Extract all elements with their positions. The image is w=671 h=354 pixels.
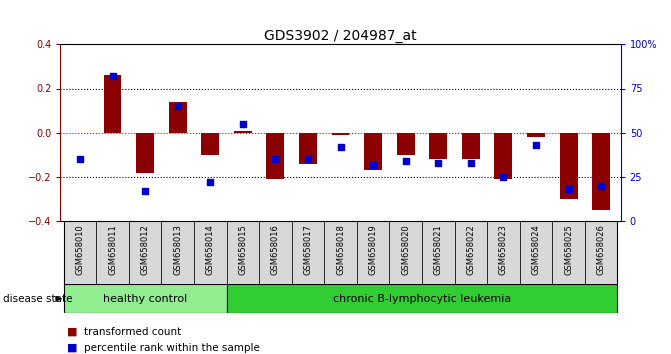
Text: GSM658021: GSM658021 bbox=[433, 224, 443, 275]
Bar bbox=[429, 133, 447, 159]
Title: GDS3902 / 204987_at: GDS3902 / 204987_at bbox=[264, 29, 417, 43]
Text: GSM658017: GSM658017 bbox=[303, 224, 313, 275]
Bar bbox=[201, 133, 219, 155]
Bar bbox=[397, 133, 415, 155]
Bar bbox=[592, 133, 610, 210]
Bar bbox=[129, 221, 161, 285]
Bar bbox=[422, 221, 454, 285]
Text: GSM658024: GSM658024 bbox=[531, 224, 540, 275]
Text: GSM658010: GSM658010 bbox=[75, 224, 85, 275]
Text: GSM658025: GSM658025 bbox=[564, 224, 573, 275]
Point bbox=[238, 121, 248, 127]
Text: transformed count: transformed count bbox=[84, 327, 181, 337]
Bar bbox=[64, 221, 96, 285]
Point bbox=[74, 156, 85, 162]
Point bbox=[466, 160, 476, 166]
Text: GSM658026: GSM658026 bbox=[597, 224, 606, 275]
Bar bbox=[227, 284, 617, 313]
Text: GSM658016: GSM658016 bbox=[271, 224, 280, 275]
Point bbox=[368, 162, 378, 167]
Point bbox=[303, 156, 313, 162]
Text: GSM658012: GSM658012 bbox=[141, 224, 150, 275]
Text: GSM658020: GSM658020 bbox=[401, 224, 410, 275]
Bar bbox=[357, 221, 389, 285]
Text: GSM658014: GSM658014 bbox=[206, 224, 215, 275]
Point bbox=[563, 187, 574, 192]
Point bbox=[401, 158, 411, 164]
Bar bbox=[331, 133, 350, 135]
Text: percentile rank within the sample: percentile rank within the sample bbox=[84, 343, 260, 353]
Bar bbox=[389, 221, 422, 285]
Text: disease state: disease state bbox=[3, 294, 73, 304]
Bar bbox=[364, 133, 382, 170]
Text: GSM658013: GSM658013 bbox=[173, 224, 182, 275]
Bar bbox=[324, 221, 357, 285]
Bar bbox=[527, 133, 545, 137]
Bar bbox=[227, 221, 259, 285]
Point bbox=[335, 144, 346, 150]
Bar bbox=[266, 133, 285, 179]
Point bbox=[107, 73, 118, 79]
Text: chronic B-lymphocytic leukemia: chronic B-lymphocytic leukemia bbox=[333, 294, 511, 304]
Bar bbox=[168, 102, 187, 133]
Point bbox=[433, 160, 444, 166]
Bar bbox=[299, 133, 317, 164]
Bar bbox=[495, 133, 513, 179]
Bar bbox=[161, 221, 194, 285]
Point bbox=[531, 142, 541, 148]
Point bbox=[270, 156, 280, 162]
Bar bbox=[552, 221, 585, 285]
Bar bbox=[194, 221, 227, 285]
Bar bbox=[462, 133, 480, 159]
Bar bbox=[454, 221, 487, 285]
Bar bbox=[520, 221, 552, 285]
Text: GSM658019: GSM658019 bbox=[368, 224, 378, 275]
Text: healthy control: healthy control bbox=[103, 294, 187, 304]
Text: GSM658018: GSM658018 bbox=[336, 224, 345, 275]
Point bbox=[596, 183, 607, 189]
Text: GSM658023: GSM658023 bbox=[499, 224, 508, 275]
Text: ■: ■ bbox=[67, 343, 78, 353]
Text: GSM658015: GSM658015 bbox=[238, 224, 248, 275]
Text: GSM658011: GSM658011 bbox=[108, 224, 117, 275]
Text: ■: ■ bbox=[67, 327, 78, 337]
Bar bbox=[234, 131, 252, 133]
Point bbox=[498, 174, 509, 180]
Bar bbox=[487, 221, 520, 285]
Bar bbox=[96, 221, 129, 285]
Bar bbox=[292, 221, 324, 285]
Bar bbox=[560, 133, 578, 199]
Point bbox=[172, 103, 183, 109]
Bar bbox=[64, 284, 227, 313]
Point bbox=[140, 188, 150, 194]
Bar bbox=[136, 133, 154, 172]
Point bbox=[205, 179, 215, 185]
Bar bbox=[103, 75, 121, 133]
Text: GSM658022: GSM658022 bbox=[466, 224, 475, 275]
Bar bbox=[259, 221, 292, 285]
Bar bbox=[585, 221, 617, 285]
